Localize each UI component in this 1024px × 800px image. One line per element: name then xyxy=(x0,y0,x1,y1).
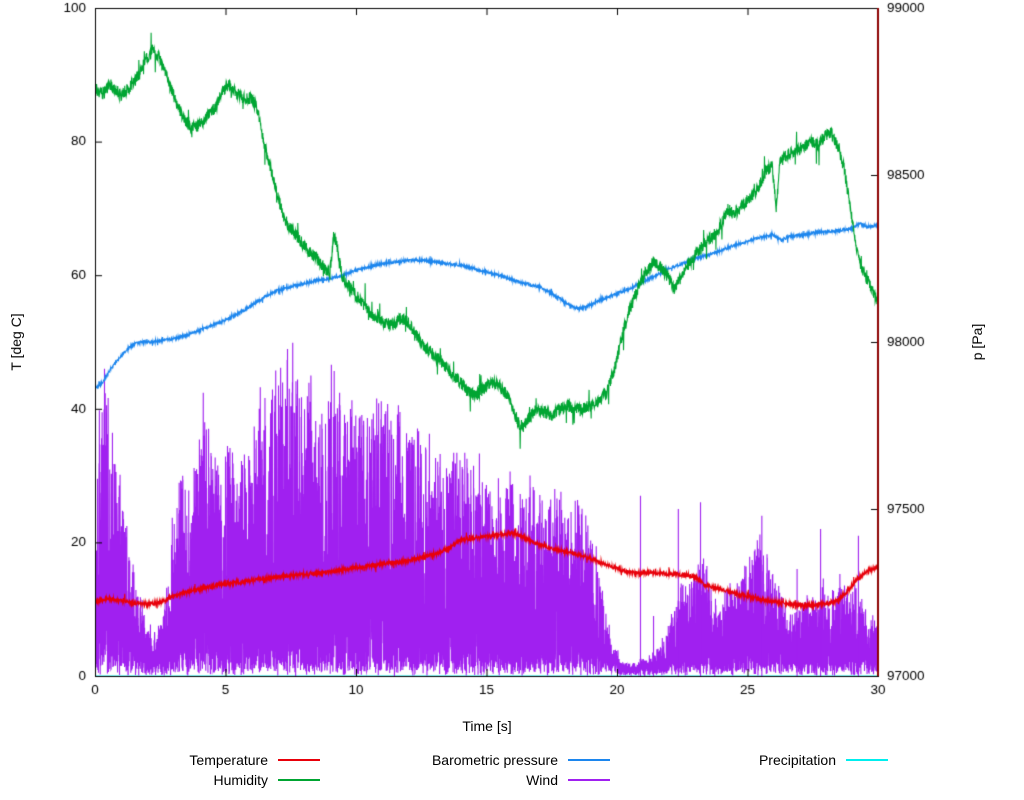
legend-label: Temperature xyxy=(189,752,268,768)
y-axis-label-left: T [deg C] xyxy=(8,313,24,371)
legend-label: Humidity xyxy=(213,772,268,788)
legend-item-barometric-pressure: Barometric pressure xyxy=(320,750,610,770)
legend-line-sample xyxy=(568,759,610,761)
legend-line-sample xyxy=(568,779,610,781)
legend-label: Precipitation xyxy=(758,752,836,768)
legend-item-precipitation: Precipitation xyxy=(610,750,888,770)
legend-item-humidity: Humidity xyxy=(95,770,320,790)
legend-line-sample xyxy=(278,759,320,761)
legend-label: Barometric pressure xyxy=(431,752,558,768)
legend-line-sample xyxy=(846,759,888,761)
legend-label: Wind xyxy=(526,772,558,788)
x-axis-label: Time [s] xyxy=(462,718,512,734)
legend-item-temperature: Temperature xyxy=(95,750,320,770)
legend-line-sample xyxy=(278,779,320,781)
legend: Temperature Humidity Barometric pressure Wi… xyxy=(95,750,888,790)
legend-item-wind: Wind xyxy=(320,770,610,790)
y-axis-label-right: p [Pa] xyxy=(969,323,985,361)
